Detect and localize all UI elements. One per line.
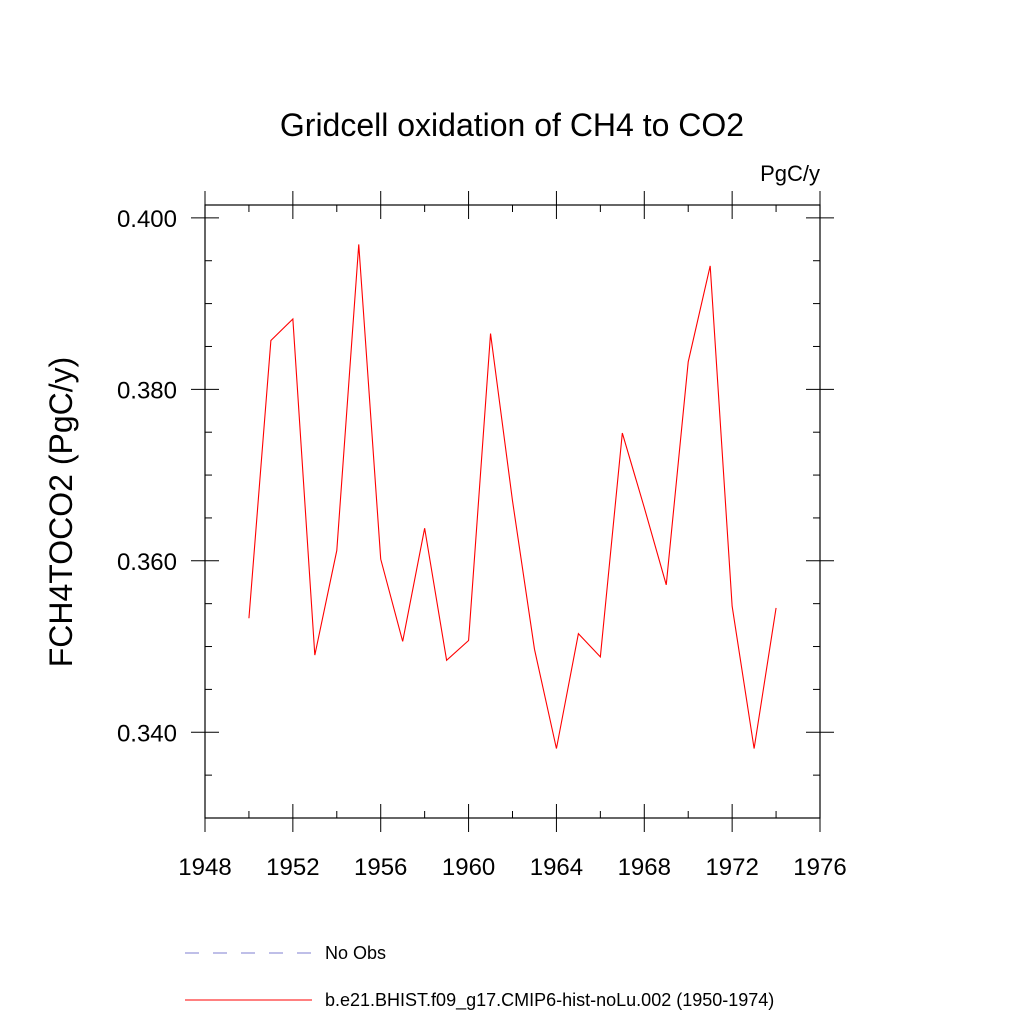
- x-tick-label: 1972: [705, 854, 758, 881]
- x-tick-label: 1964: [530, 854, 583, 881]
- x-tick-label: 1960: [442, 854, 495, 881]
- y-tick-labels: 0.340 0.360 0.380 0.400: [117, 206, 177, 747]
- legend-label-no-obs: No Obs: [325, 943, 386, 963]
- y-tick-label: 0.400: [117, 206, 177, 233]
- legend-label-model: b.e21.BHIST.f09_g17.CMIP6-hist-noLu.002 …: [325, 990, 774, 1011]
- y-tick-label: 0.340: [117, 720, 177, 747]
- units-label: PgC/y: [760, 161, 820, 186]
- legend: No Obs b.e21.BHIST.f09_g17.CMIP6-hist-no…: [185, 943, 774, 1011]
- y-tick-label: 0.380: [117, 377, 177, 404]
- x-tick-label: 1948: [178, 854, 231, 881]
- x-tick-label: 1952: [266, 854, 319, 881]
- y-axis-label: FCH4TOCO2 (PgC/y): [43, 357, 79, 668]
- y-tick-label: 0.360: [117, 549, 177, 576]
- plot-frame: [204, 204, 821, 819]
- x-tick-label: 1976: [793, 854, 846, 881]
- chart-title: Gridcell oxidation of CH4 to CO2: [280, 107, 744, 143]
- axis-ticks: [191, 191, 834, 832]
- x-tick-label: 1968: [618, 854, 671, 881]
- x-tick-label: 1956: [354, 854, 407, 881]
- series-layer: [248, 244, 777, 749]
- x-tick-labels: 1948 1952 1956 1960 1964 1968 1972 1976: [178, 854, 846, 881]
- series-line: [248, 244, 777, 749]
